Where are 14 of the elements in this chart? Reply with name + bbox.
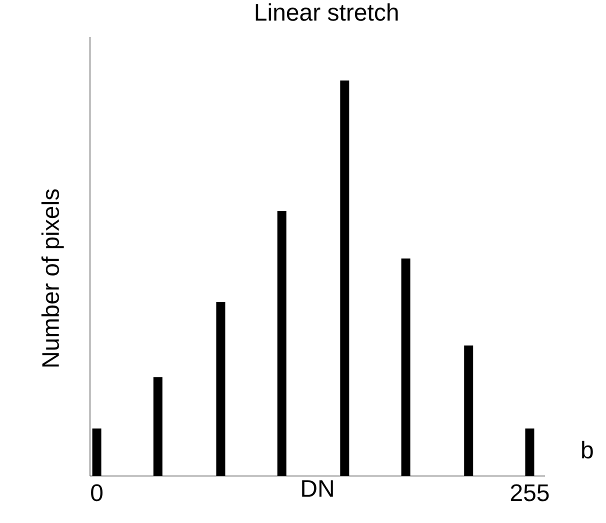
- bar: [216, 302, 226, 476]
- x-axis-title: DN: [302, 480, 333, 497]
- text: b: [582, 440, 593, 458]
- bar: [401, 258, 410, 476]
- x-tick-label: 255: [510, 484, 549, 502]
- bar: [277, 211, 286, 476]
- bar: [153, 377, 162, 476]
- bar: [92, 428, 102, 476]
- chart-title: Linear stretch: [256, 3, 398, 21]
- y-axis-title: Number of pixels: [41, 189, 64, 367]
- bar: [464, 345, 474, 476]
- x-tick-label: 0: [91, 484, 103, 502]
- bar: [340, 80, 350, 476]
- bar: [525, 428, 534, 476]
